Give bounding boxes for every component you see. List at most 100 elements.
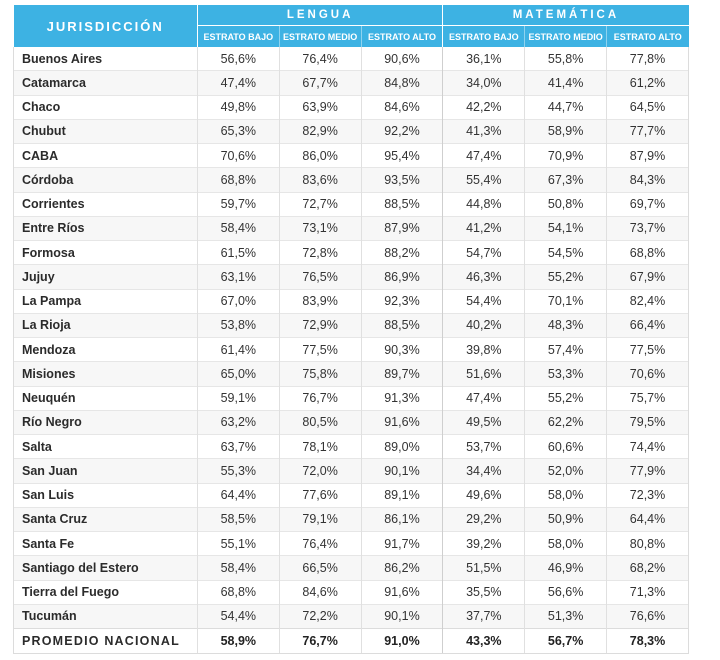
- percentage-cell: 61,5%: [196, 240, 280, 265]
- percentage-cell: 73,7%: [606, 216, 689, 241]
- percentage-cell: 75,8%: [278, 361, 362, 386]
- jurisdiction-name: CABA: [13, 143, 198, 168]
- national-average-value: 43,3%: [442, 628, 525, 654]
- percentage-cell: 41,4%: [524, 70, 607, 95]
- header-group-lengua: LENGUA: [197, 5, 444, 26]
- table-body: Buenos Aires 56,6% 76,4% 90,6% 36,1% 55,8% 77,…: [13, 47, 689, 629]
- percentage-cell: 64,4%: [196, 483, 280, 508]
- percentage-cell: 35,5%: [442, 580, 525, 605]
- percentage-cell: 84,3%: [606, 167, 689, 192]
- percentage-cell: 62,2%: [524, 410, 607, 435]
- jurisdiction-name: Tucumán: [13, 604, 198, 629]
- header-jurisdiction: JURISDICCIÓN: [13, 5, 198, 47]
- percentage-cell: 68,8%: [606, 240, 689, 265]
- percentage-cell: 91,6%: [360, 580, 443, 605]
- percentage-cell: 44,8%: [442, 192, 525, 217]
- percentage-cell: 59,7%: [196, 192, 280, 217]
- percentage-cell: 89,1%: [360, 483, 443, 508]
- percentage-cell: 49,8%: [196, 95, 280, 120]
- table-row: Formosa 61,5% 72,8% 88,2% 54,7% 54,5% 68,8%: [13, 240, 689, 265]
- percentage-cell: 89,0%: [360, 434, 443, 459]
- percentage-cell: 53,8%: [196, 313, 280, 338]
- percentage-cell: 87,9%: [360, 216, 443, 241]
- jurisdiction-name: Tierra del Fuego: [13, 580, 198, 605]
- percentage-cell: 51,5%: [442, 555, 525, 580]
- table-row: Mendoza 61,4% 77,5% 90,3% 39,8% 57,4% 77,5%: [13, 337, 689, 362]
- jurisdiction-name: Buenos Aires: [13, 47, 198, 71]
- jurisdiction-name: Santa Cruz: [13, 507, 198, 532]
- jurisdiction-name: San Luis: [13, 483, 198, 508]
- jurisdiction-name: Misiones: [13, 361, 198, 386]
- percentage-cell: 54,7%: [442, 240, 525, 265]
- percentage-cell: 95,4%: [360, 143, 443, 168]
- jurisdiction-name: Formosa: [13, 240, 198, 265]
- jurisdiction-name: Mendoza: [13, 337, 198, 362]
- header-matematica-estrato-alto: ESTRATO ALTO: [606, 25, 689, 47]
- percentage-cell: 60,6%: [524, 434, 607, 459]
- percentage-cell: 68,2%: [606, 555, 689, 580]
- percentage-cell: 58,0%: [524, 531, 607, 556]
- header-group-matematica: MATEMÁTICA: [442, 5, 689, 26]
- jurisdiction-name: Córdoba: [13, 167, 198, 192]
- percentage-cell: 91,6%: [360, 410, 443, 435]
- percentage-cell: 52,0%: [524, 458, 607, 483]
- percentage-cell: 77,5%: [278, 337, 362, 362]
- percentage-cell: 84,6%: [278, 580, 362, 605]
- percentage-cell: 71,3%: [606, 580, 689, 605]
- percentage-cell: 46,3%: [442, 264, 525, 289]
- percentage-cell: 91,7%: [360, 531, 443, 556]
- percentage-cell: 66,4%: [606, 313, 689, 338]
- percentage-cell: 76,4%: [278, 47, 362, 71]
- percentage-cell: 63,9%: [278, 95, 362, 120]
- percentage-cell: 77,8%: [606, 47, 689, 71]
- percentage-cell: 86,0%: [278, 143, 362, 168]
- percentage-cell: 86,9%: [360, 264, 443, 289]
- percentage-cell: 47,4%: [196, 70, 280, 95]
- jurisdiction-name: Neuquén: [13, 386, 198, 411]
- percentage-cell: 67,7%: [278, 70, 362, 95]
- percentage-cell: 90,6%: [360, 47, 443, 71]
- percentage-cell: 39,2%: [442, 531, 525, 556]
- percentage-cell: 80,8%: [606, 531, 689, 556]
- percentage-cell: 79,1%: [278, 507, 362, 532]
- percentage-cell: 55,3%: [196, 458, 280, 483]
- percentage-cell: 72,3%: [606, 483, 689, 508]
- percentage-cell: 48,3%: [524, 313, 607, 338]
- header-lengua-estrato-alto: ESTRATO ALTO: [361, 25, 444, 47]
- percentage-cell: 67,3%: [524, 167, 607, 192]
- percentage-cell: 79,5%: [606, 410, 689, 435]
- jurisdiction-name: Chaco: [13, 95, 198, 120]
- percentage-cell: 50,9%: [524, 507, 607, 532]
- table-row: Chubut 65,3% 82,9% 92,2% 41,3% 58,9% 77,7%: [13, 119, 689, 144]
- percentage-cell: 34,4%: [442, 458, 525, 483]
- jurisdiction-name: Santa Fe: [13, 531, 198, 556]
- table-row: La Pampa 67,0% 83,9% 92,3% 54,4% 70,1% 82,4%: [13, 289, 689, 314]
- table-row: Tierra del Fuego 68,8% 84,6% 91,6% 35,5% 56,6…: [13, 580, 689, 605]
- percentage-cell: 54,1%: [524, 216, 607, 241]
- percentage-cell: 42,2%: [442, 95, 525, 120]
- header-lengua-estrato-medio: ESTRATO MEDIO: [279, 25, 362, 47]
- percentage-cell: 41,2%: [442, 216, 525, 241]
- percentage-cell: 76,4%: [278, 531, 362, 556]
- percentage-cell: 55,1%: [196, 531, 280, 556]
- percentage-cell: 77,6%: [278, 483, 362, 508]
- table-row: San Luis 64,4% 77,6% 89,1% 49,6% 58,0% 72,3%: [13, 483, 689, 508]
- percentage-cell: 72,0%: [278, 458, 362, 483]
- percentage-cell: 70,6%: [606, 361, 689, 386]
- percentage-cell: 93,5%: [360, 167, 443, 192]
- percentage-cell: 64,5%: [606, 95, 689, 120]
- table-row: Santa Fe 55,1% 76,4% 91,7% 39,2% 58,0% 80,8%: [13, 531, 689, 556]
- percentage-cell: 74,4%: [606, 434, 689, 459]
- percentage-cell: 88,5%: [360, 313, 443, 338]
- percentage-cell: 63,1%: [196, 264, 280, 289]
- national-average-value: 58,9%: [196, 628, 280, 654]
- table-header: JURISDICCIÓN LENGUA MATEMÁTICA ESTRATO B…: [13, 5, 689, 47]
- percentage-cell: 57,4%: [524, 337, 607, 362]
- percentage-cell: 29,2%: [442, 507, 525, 532]
- percentage-cell: 53,7%: [442, 434, 525, 459]
- national-average-value: 91,0%: [360, 628, 443, 654]
- percentage-cell: 83,9%: [278, 289, 362, 314]
- jurisdiction-name: Jujuy: [13, 264, 198, 289]
- national-average-value: 56,7%: [524, 628, 607, 654]
- percentage-cell: 84,8%: [360, 70, 443, 95]
